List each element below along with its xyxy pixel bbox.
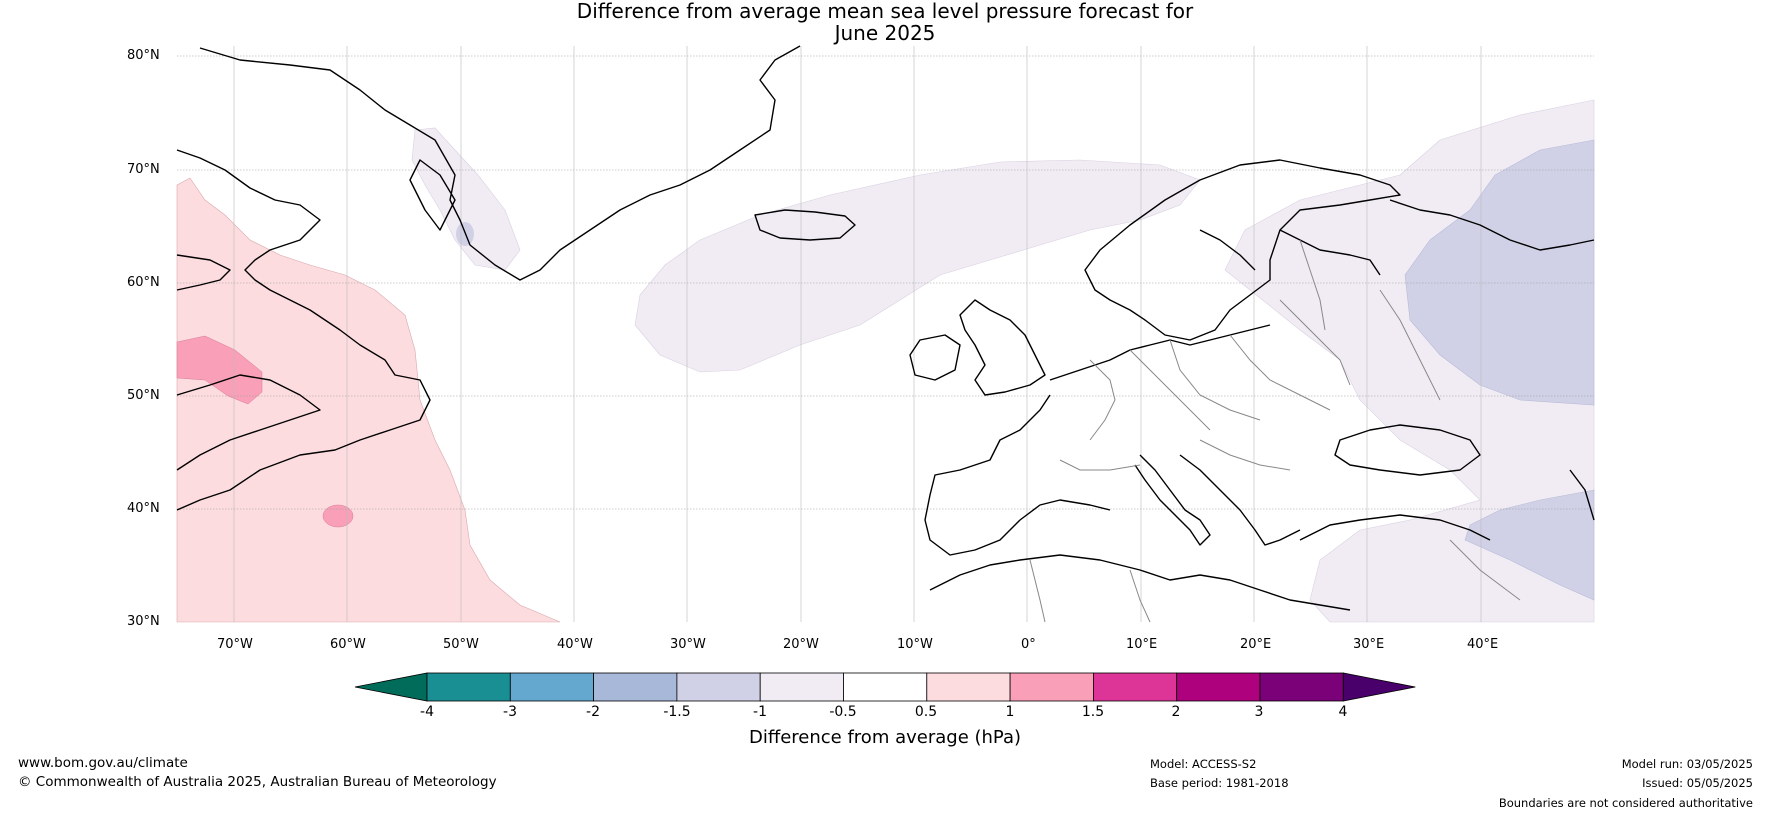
coast-uk	[959, 299, 1046, 396]
colorbar-segment	[426, 672, 511, 702]
colorbar-segment	[593, 672, 678, 702]
colorbar-tick: 1	[1005, 704, 1015, 720]
lon-label-70w: 70°W	[217, 637, 253, 652]
coast-iceland	[754, 209, 856, 241]
coast-italy	[1134, 454, 1211, 546]
colorbar	[354, 672, 1416, 702]
footer-disclaimer: Boundaries are not considered authoritat…	[1498, 796, 1753, 810]
colorbar-segment	[843, 672, 928, 702]
colorbar-segment	[1009, 672, 1094, 702]
colorbar-tick: 4	[1338, 704, 1348, 720]
graticule	[177, 55, 1594, 510]
lon-label-10w: 10°W	[897, 637, 933, 652]
coast-black-sea	[1334, 424, 1481, 476]
colorbar-segment	[676, 672, 761, 702]
anomaly-pos-0.5-1	[176, 177, 561, 623]
lon-label-0: 0°	[1021, 637, 1036, 652]
lat-label-50n: 50°N	[127, 388, 160, 403]
coastlines	[176, 45, 1595, 611]
anomaly-pos-small	[322, 504, 354, 528]
colorbar-under-arrow	[354, 672, 428, 702]
lon-label-30w: 30°W	[670, 637, 706, 652]
colorbar-segment	[926, 672, 1011, 702]
colorbar-tick: -3	[503, 704, 517, 720]
lon-label-10e: 10°E	[1126, 637, 1158, 652]
lon-label-20w: 20°W	[783, 637, 819, 652]
coast-ireland	[909, 334, 961, 381]
colorbar-label: Difference from average (hPa)	[748, 727, 1022, 748]
anomaly-neg-1-1.5-turkey	[1464, 489, 1595, 601]
coast-norway	[1084, 159, 1401, 341]
lat-label-80n: 80°N	[127, 48, 160, 63]
colorbar-segment	[1176, 672, 1261, 702]
lon-label-40w: 40°W	[557, 637, 593, 652]
colorbar-tick: 0.5	[914, 704, 938, 720]
colorbar-segment	[1259, 672, 1344, 702]
lon-label-60w: 60°W	[330, 637, 366, 652]
colorbar-tick: -4	[420, 704, 434, 720]
anomaly-pos-1-1.5	[176, 335, 263, 405]
lat-label-40n: 40°N	[127, 501, 160, 516]
footer-model-run: Model run: 03/05/2025	[1621, 757, 1753, 771]
colorbar-segment	[759, 672, 844, 702]
colorbar-over-arrow	[1342, 672, 1416, 702]
map-area	[176, 45, 1595, 623]
colorbar-tick: 2	[1171, 704, 1181, 720]
lon-label-50w: 50°W	[443, 637, 479, 652]
map-title-line1: Difference from average mean sea level p…	[576, 0, 1194, 23]
colorbar-tick: 3	[1254, 704, 1264, 720]
colorbar-tick: -0.5	[829, 704, 857, 720]
coast-greenland	[199, 45, 801, 281]
lat-label-60n: 60°N	[127, 275, 160, 290]
lat-label-30n: 30°N	[127, 614, 160, 629]
colorbar-tick: -2	[586, 704, 600, 720]
footer-model: Model: ACCESS-S2	[1150, 757, 1257, 771]
colorbar-segment	[509, 672, 594, 702]
map-title-line2: June 2025	[834, 21, 936, 45]
colorbar-tick: -1	[753, 704, 767, 720]
colorbar-tick: -1.5	[663, 704, 691, 720]
footer-issued: Issued: 05/05/2025	[1642, 776, 1753, 790]
anomaly-neg-0.5-1-greenland	[411, 127, 521, 271]
anomaly-neg-0.5-1-atlantic	[634, 159, 1201, 373]
lat-label-70n: 70°N	[127, 162, 160, 177]
footer-copyright: © Commonwealth of Australia 2025, Austra…	[18, 774, 497, 790]
anomaly-neg-1-1.5-russia	[1404, 139, 1595, 406]
coast-africa	[929, 554, 1351, 611]
colorbar-segment	[1093, 672, 1178, 702]
colorbar-tick: 1.5	[1081, 704, 1105, 720]
lon-label-30e: 30°E	[1353, 637, 1385, 652]
lon-label-20e: 20°E	[1240, 637, 1272, 652]
lon-label-40e: 40°E	[1467, 637, 1499, 652]
country-borders	[1029, 239, 1521, 623]
footer-base-period: Base period: 1981-2018	[1150, 776, 1289, 790]
footer-url[interactable]: www.bom.gov.au/climate	[18, 755, 188, 771]
coast-canada	[176, 149, 431, 511]
